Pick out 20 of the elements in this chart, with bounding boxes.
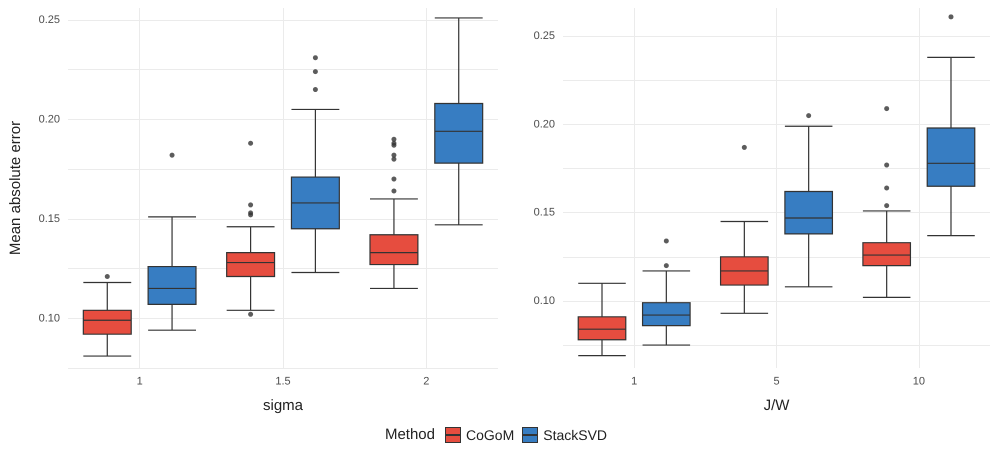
x-tick-label: 1 — [136, 376, 143, 388]
x-axis-title: J/W — [764, 397, 790, 414]
x-tick-label: 10 — [912, 376, 925, 388]
legend-title: Method — [384, 426, 435, 443]
y-tick-label: 0.15 — [534, 206, 555, 219]
legend-label: CoGoM — [466, 426, 514, 442]
y-tick-label: 0.25 — [534, 30, 555, 42]
x-axis-title: sigma — [262, 397, 304, 414]
y-tick-label: 0.10 — [534, 294, 555, 307]
y-tick-label: 0.10 — [38, 312, 60, 324]
x-tick-label: 5 — [773, 376, 780, 388]
legend-label: StackSVD — [543, 426, 608, 442]
y-axis-title: Mean absolute error — [7, 120, 24, 256]
x-tick-label: 1 — [631, 376, 638, 388]
y-tick-label: 0.20 — [38, 113, 60, 126]
y-tick-label: 0.15 — [38, 212, 60, 225]
y-tick-label: 0.20 — [534, 118, 555, 130]
x-tick-label: 1.5 — [275, 376, 291, 388]
y-tick-label: 0.25 — [38, 14, 60, 26]
x-tick-label: 2 — [423, 376, 430, 388]
